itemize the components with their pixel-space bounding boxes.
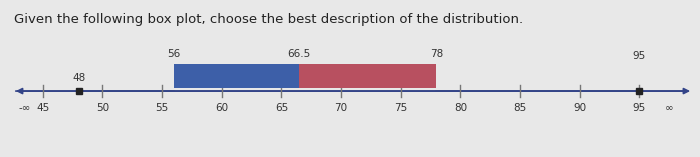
Text: 45: 45 [36,103,50,113]
Bar [174,64,300,88]
Text: 95: 95 [633,51,646,61]
Text: 78: 78 [430,49,443,59]
Text: 55: 55 [155,103,169,113]
Text: 48: 48 [72,73,85,83]
Text: 50: 50 [96,103,109,113]
Text: 75: 75 [394,103,407,113]
Text: 70: 70 [335,103,348,113]
Text: 80: 80 [454,103,467,113]
Text: 85: 85 [513,103,526,113]
Text: 56: 56 [167,49,181,59]
Text: 60: 60 [215,103,228,113]
Bar [300,64,437,88]
Text: 65: 65 [275,103,288,113]
Text: 95: 95 [633,103,646,113]
Text: -∞: -∞ [19,103,31,113]
Text: ∞: ∞ [665,103,673,113]
Text: 66.5: 66.5 [288,49,311,59]
Text: Given the following box plot, choose the best description of the distribution.: Given the following box plot, choose the… [14,13,523,26]
Text: 90: 90 [573,103,586,113]
